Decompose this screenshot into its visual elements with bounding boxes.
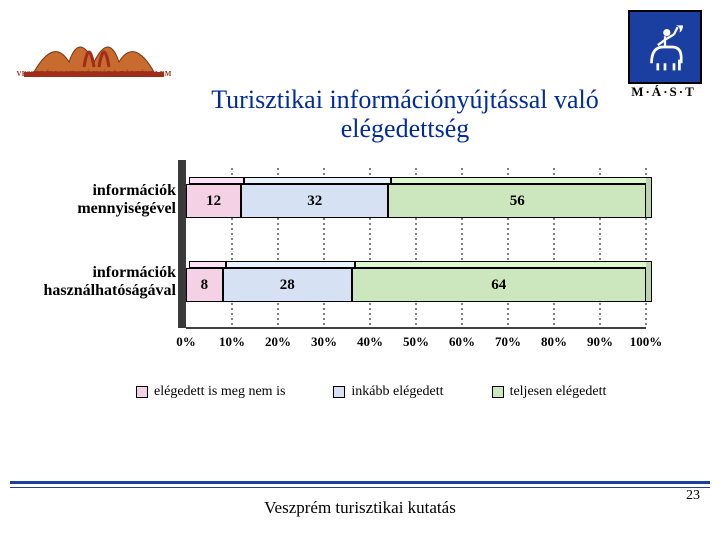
- svg-text:20%: 20%: [265, 334, 291, 349]
- legend-swatch: [492, 386, 504, 398]
- category-label: információkhasználhatóságával: [26, 264, 176, 299]
- svg-text:60%: 60%: [449, 334, 475, 349]
- page-title: Turisztikai információnyújtással való el…: [195, 85, 615, 143]
- bar-value: 64: [352, 268, 646, 302]
- xtick-labels: 0% 10% 20% 30% 40% 50% 60% 70% 80% 90% 100%: [176, 334, 662, 349]
- category-label-text: információkmennyiségével: [77, 182, 176, 217]
- plot-area: 0%10%20%30%40%50%60%70%80%90%100% 123256…: [186, 168, 646, 338]
- footer-rule: [10, 481, 710, 484]
- svg-text:70%: 70%: [495, 334, 521, 349]
- chart: információkmennyiségével információkhasz…: [26, 160, 694, 440]
- svg-text:80%: 80%: [541, 334, 567, 349]
- bar-value: 56: [388, 184, 646, 218]
- legend-item: inkább elégedett: [333, 384, 443, 400]
- bar-row: 82864: [186, 268, 646, 302]
- legend-item: teljesen elégedett: [492, 384, 607, 400]
- logo-left-caption: VESZPRÉM A VENDÉGVÁRÓ TÖRTÉNELEM: [14, 70, 174, 78]
- page-number: 23: [686, 488, 700, 504]
- bar-row: 123256: [186, 184, 646, 218]
- svg-text:40%: 40%: [357, 334, 383, 349]
- logo-right: [628, 10, 702, 84]
- legend-label: elégedett is meg nem is: [154, 384, 285, 400]
- svg-text:10%: 10%: [219, 334, 245, 349]
- legend: elégedett is meg nem is inkább elégedett…: [136, 384, 606, 400]
- bar-value: 8: [186, 268, 223, 302]
- bar-value: 12: [186, 184, 241, 218]
- svg-text:100%: 100%: [630, 334, 663, 349]
- logo-right-caption: M·Á·S·T: [625, 84, 702, 100]
- legend-swatch: [136, 386, 148, 398]
- bar-value: 32: [241, 184, 388, 218]
- slide: VESZPRÉM A VENDÉGVÁRÓ TÖRTÉNELEM M·Á·S·T…: [0, 0, 720, 540]
- legend-item: elégedett is meg nem is: [136, 384, 285, 400]
- category-label-text: információkhasználhatóságával: [44, 264, 176, 299]
- svg-text:30%: 30%: [311, 334, 337, 349]
- svg-text:50%: 50%: [403, 334, 429, 349]
- legend-label: inkább elégedett: [351, 384, 443, 400]
- svg-text:90%: 90%: [587, 334, 613, 349]
- horseman-icon: [638, 20, 692, 74]
- legend-label: teljesen elégedett: [510, 384, 607, 400]
- legend-swatch: [333, 386, 345, 398]
- svg-text:0%: 0%: [176, 334, 196, 349]
- bar-value: 28: [223, 268, 352, 302]
- category-label: információkmennyiségével: [26, 182, 176, 217]
- footer-rule-thin: [10, 487, 710, 488]
- footer-text: Veszprém turisztikai kutatás: [0, 498, 720, 518]
